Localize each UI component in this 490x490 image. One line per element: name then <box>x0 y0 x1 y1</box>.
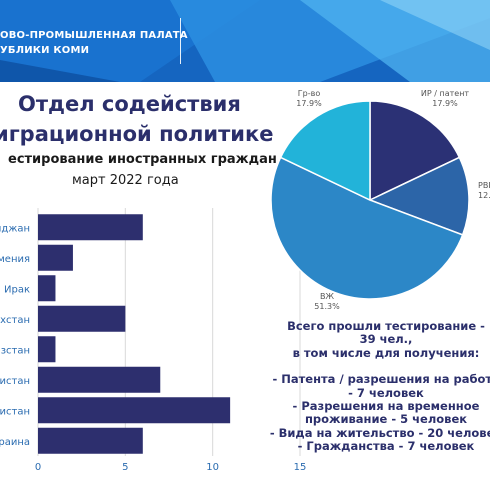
x-tick-label: 10 <box>206 462 219 470</box>
bar-chart: 0 5 10 15 айджан мения Ирак ахстан ызстан кистан к… <box>0 208 307 470</box>
y-tick-label: ахстан <box>0 315 30 326</box>
pie-slice <box>279 100 371 202</box>
page-title-line2: играционной политике <box>0 122 274 146</box>
summary-line: - Вида на жительство - 20 человек <box>269 425 490 440</box>
y-tick-label: айджан <box>0 223 30 234</box>
summary-line: - Гражданства - 7 человек <box>297 439 475 454</box>
summary-line: - Разрешения на временное <box>292 399 480 414</box>
bar <box>38 397 231 424</box>
y-tick-label: кистан <box>0 406 30 417</box>
y-tick-label: ызстан <box>0 345 30 356</box>
page-subtitle: естирование иностранных граждан <box>8 152 277 167</box>
pie-slice <box>270 156 464 300</box>
x-tick-label: 15 <box>294 462 307 470</box>
org-name-line2: УБЛИКИ КОМИ <box>0 45 90 56</box>
y-tick-label: мения <box>0 254 30 265</box>
x-tick-label: 5 <box>122 462 128 470</box>
x-tick-label: 0 <box>35 462 41 470</box>
header-divider <box>180 18 181 64</box>
header-banner: ОВО-ПРОМЫШЛЕННАЯ ПАЛАТА УБЛИКИ КОМИ <box>0 0 490 82</box>
page-title-line1: Отдел содействия <box>18 92 241 116</box>
pie-slice-label: ИР / патент <box>421 89 470 98</box>
report-date: март 2022 года <box>72 173 179 188</box>
summary-line: в том числе для получения: <box>292 345 480 360</box>
pie-slice-percent: 51.3% <box>314 302 340 310</box>
bar <box>38 244 73 271</box>
summary-line: - 7 человек <box>348 385 424 400</box>
bar <box>38 305 126 332</box>
summary-line: Всего прошли тестирование - <box>287 319 485 333</box>
pie-slice <box>368 156 470 236</box>
y-tick-label: Ирак <box>4 284 30 295</box>
bar <box>38 214 143 241</box>
summary-line: проживание - 5 человек <box>304 412 468 427</box>
bar <box>38 427 143 454</box>
pie-slice-percent: 17.9% <box>432 99 458 108</box>
org-name-line1: ОВО-ПРОМЫШЛЕННАЯ ПАЛАТА <box>0 30 188 41</box>
pie-slice-label: Гр-во <box>298 89 321 98</box>
y-tick-label: кистан <box>0 376 30 387</box>
pie-slice <box>369 100 461 202</box>
banner-background <box>0 0 490 82</box>
bar <box>38 336 56 363</box>
summary-line: 39 чел., <box>359 332 413 347</box>
pie-slice-percent: 17.9% <box>296 99 322 108</box>
pie-slice-label: РВП <box>478 181 490 190</box>
summary-text: Всего прошли тестирование - 39 чел., в т… <box>266 319 490 454</box>
pie-slice-label: ВЖ <box>320 292 334 301</box>
bar <box>38 366 161 393</box>
pie-slice-percent: 12.8 <box>478 191 490 200</box>
summary-line: - Патента / разрешения на работу <box>272 372 490 387</box>
bar <box>38 275 56 302</box>
y-tick-label: краина <box>0 437 30 448</box>
